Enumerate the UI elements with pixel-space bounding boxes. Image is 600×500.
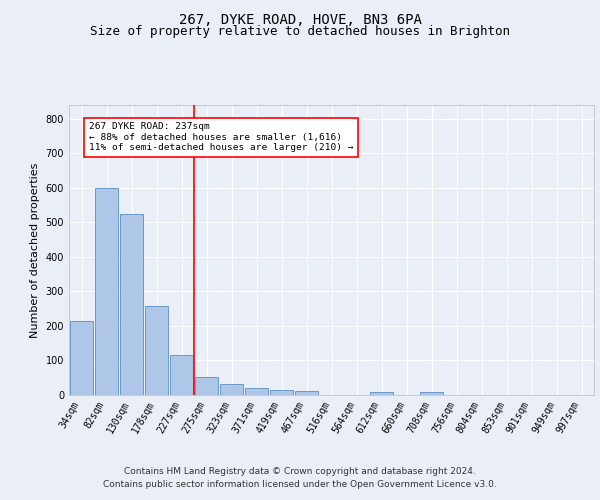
Bar [70, 321, 94, 395]
Y-axis label: Number of detached properties: Number of detached properties [30, 162, 40, 338]
Bar [119, 214, 143, 395]
Text: Contains public sector information licensed under the Open Government Licence v3: Contains public sector information licen… [103, 480, 497, 489]
Text: Size of property relative to detached houses in Brighton: Size of property relative to detached ho… [90, 25, 510, 38]
Bar [269, 390, 293, 395]
Bar [295, 391, 319, 395]
Text: 267 DYKE ROAD: 237sqm
← 88% of detached houses are smaller (1,616)
11% of semi-d: 267 DYKE ROAD: 237sqm ← 88% of detached … [89, 122, 353, 152]
Bar [145, 306, 169, 395]
Bar [419, 392, 443, 395]
Text: Contains HM Land Registry data © Crown copyright and database right 2024.: Contains HM Land Registry data © Crown c… [124, 467, 476, 476]
Bar [220, 384, 244, 395]
Text: 267, DYKE ROAD, HOVE, BN3 6PA: 267, DYKE ROAD, HOVE, BN3 6PA [179, 12, 421, 26]
Bar [194, 377, 218, 395]
Bar [245, 388, 268, 395]
Bar [370, 392, 394, 395]
Bar [170, 354, 193, 395]
Bar [95, 188, 118, 395]
